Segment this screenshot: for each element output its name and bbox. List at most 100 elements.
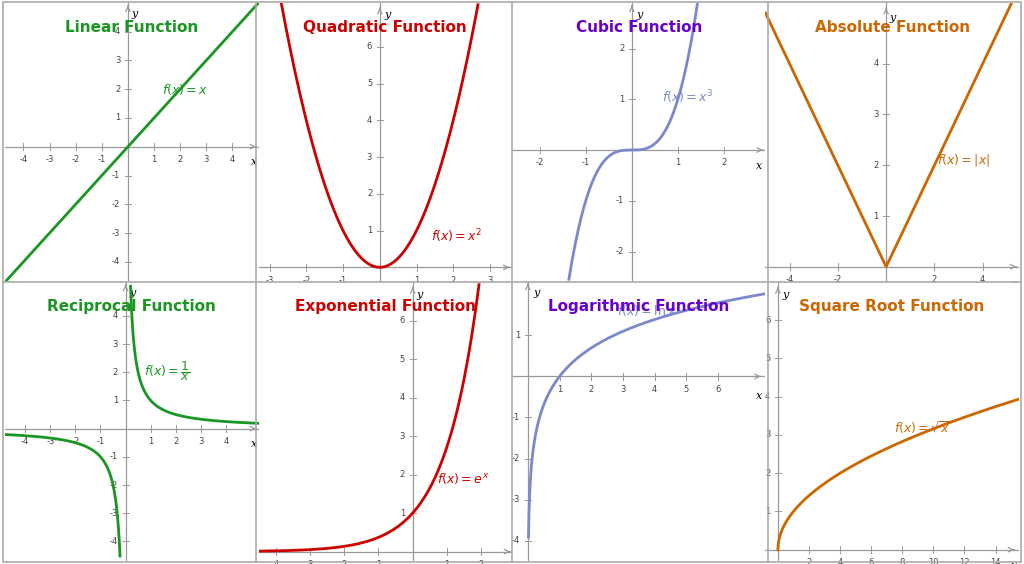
Text: 3: 3	[113, 340, 118, 349]
Text: 5: 5	[765, 354, 770, 363]
Text: 4: 4	[115, 27, 120, 36]
Text: 2: 2	[173, 437, 178, 446]
Text: -1: -1	[112, 171, 120, 180]
Text: 6: 6	[399, 316, 406, 325]
Text: y: y	[636, 10, 643, 20]
Text: 3: 3	[367, 153, 372, 162]
Text: -3: -3	[45, 155, 53, 164]
Text: -3: -3	[512, 495, 520, 504]
Text: x: x	[756, 161, 763, 171]
Text: 5: 5	[367, 79, 372, 88]
Text: -3: -3	[265, 276, 273, 285]
Text: -4: -4	[785, 275, 794, 284]
Text: 2: 2	[618, 44, 625, 53]
Text: 2: 2	[367, 190, 372, 199]
Text: -4: -4	[19, 155, 28, 164]
Text: 2: 2	[932, 275, 937, 284]
Text: 6: 6	[765, 316, 770, 325]
Text: y: y	[129, 288, 135, 298]
Text: -2: -2	[72, 155, 80, 164]
Text: 2: 2	[113, 368, 118, 377]
Text: -4: -4	[22, 437, 30, 446]
Text: -1: -1	[110, 452, 118, 461]
Text: -4: -4	[112, 257, 120, 266]
Text: x: x	[1011, 561, 1018, 564]
Text: $f(x) = |x|$: $f(x) = |x|$	[937, 152, 990, 168]
Text: -2: -2	[302, 276, 310, 285]
Text: -2: -2	[616, 247, 625, 256]
Text: 2: 2	[589, 385, 594, 394]
Text: 8: 8	[899, 558, 905, 564]
Text: -1: -1	[97, 155, 105, 164]
Text: -2: -2	[536, 158, 544, 168]
Text: x: x	[251, 439, 257, 450]
Text: 1: 1	[367, 226, 372, 235]
Text: Linear Function: Linear Function	[66, 20, 199, 34]
Text: 5: 5	[684, 385, 689, 394]
Text: y: y	[417, 290, 423, 299]
Text: y: y	[384, 10, 390, 20]
Text: 1: 1	[399, 509, 406, 518]
Text: $f(x) = e^x$: $f(x) = e^x$	[436, 471, 489, 486]
Text: Exponential Function: Exponential Function	[295, 299, 476, 314]
Text: 2: 2	[115, 85, 120, 94]
Text: 1: 1	[515, 331, 520, 340]
Text: 5: 5	[399, 355, 406, 364]
Text: -4: -4	[512, 536, 520, 545]
Text: 1: 1	[618, 95, 625, 104]
Text: -3: -3	[46, 437, 54, 446]
Text: 1: 1	[115, 113, 120, 122]
Text: 2: 2	[765, 469, 770, 478]
Text: 4: 4	[229, 155, 236, 164]
Text: 3: 3	[399, 431, 406, 440]
Text: 6: 6	[367, 42, 372, 51]
Text: Reciprocal Function: Reciprocal Function	[47, 299, 216, 314]
Text: Cubic Function: Cubic Function	[575, 20, 701, 34]
Text: 4: 4	[399, 393, 406, 402]
Text: 12: 12	[959, 558, 970, 564]
Text: $f(x) = \ln x$: $f(x) = \ln x$	[616, 303, 677, 318]
Text: -3: -3	[110, 509, 118, 518]
Text: x: x	[251, 157, 257, 167]
Text: -1: -1	[375, 560, 383, 564]
Text: 14: 14	[990, 558, 1000, 564]
Text: -2: -2	[72, 437, 80, 446]
Text: 2: 2	[873, 161, 879, 170]
Text: 4: 4	[113, 311, 118, 320]
Text: 2: 2	[806, 558, 812, 564]
Text: -3: -3	[112, 228, 120, 237]
Text: -1: -1	[616, 196, 625, 205]
Text: 3: 3	[873, 110, 879, 119]
Text: x: x	[756, 391, 762, 401]
Text: 1: 1	[113, 396, 118, 405]
Text: -1: -1	[512, 413, 520, 422]
Text: -2: -2	[340, 560, 348, 564]
Text: -2: -2	[512, 454, 520, 463]
Text: -2: -2	[834, 275, 842, 284]
Text: 3: 3	[115, 56, 120, 65]
Text: 2: 2	[451, 276, 456, 285]
Text: Quadratic Function: Quadratic Function	[303, 20, 467, 34]
Text: 10: 10	[928, 558, 939, 564]
Text: $f(x) = \sqrt{x}$: $f(x) = \sqrt{x}$	[895, 419, 952, 436]
Text: 1: 1	[152, 155, 157, 164]
Text: 3: 3	[765, 430, 770, 439]
Text: 3: 3	[487, 276, 493, 285]
Text: -1: -1	[339, 276, 347, 285]
Text: -3: -3	[306, 560, 314, 564]
Text: 4: 4	[223, 437, 228, 446]
Text: $f(x) = \dfrac{1}{x}$: $f(x) = \dfrac{1}{x}$	[144, 359, 191, 383]
Text: -4: -4	[110, 537, 118, 546]
Text: 1: 1	[148, 437, 154, 446]
Text: x: x	[1012, 279, 1018, 289]
Text: y: y	[534, 288, 540, 298]
Text: $f(x) = x^2$: $f(x) = x^2$	[431, 227, 482, 245]
Text: -2: -2	[112, 200, 120, 209]
Text: 2: 2	[721, 158, 727, 168]
Text: y: y	[890, 13, 896, 23]
Text: 1: 1	[557, 385, 562, 394]
Text: -1: -1	[96, 437, 104, 446]
Text: 3: 3	[621, 385, 626, 394]
Text: x: x	[505, 280, 511, 290]
Text: 4: 4	[367, 116, 372, 125]
